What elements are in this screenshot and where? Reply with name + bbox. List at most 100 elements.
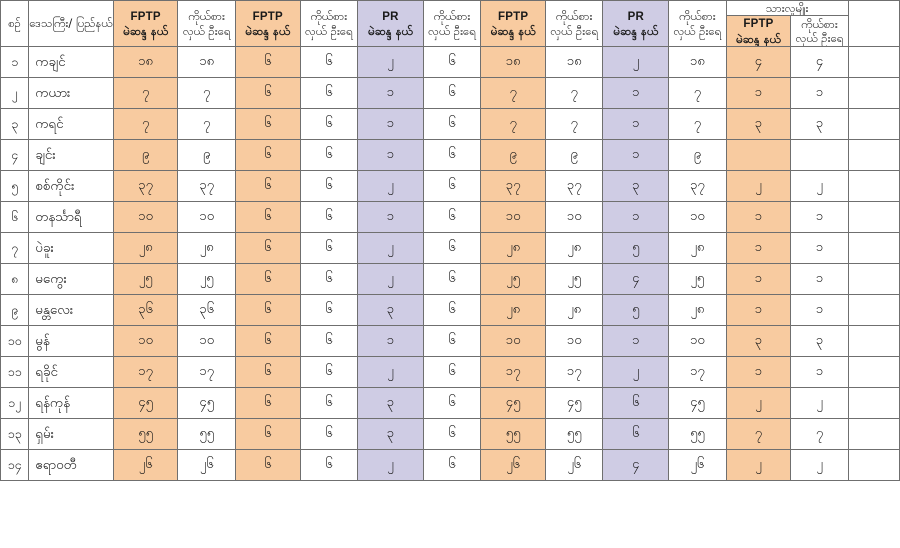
cell-c6_rep — [790, 139, 849, 172]
table-row: ၁၃ ရှမ်း ၅၅ ၅၅၆၆၃၆၅၅ ၅၅၆၅၅၇၇ — [0, 418, 900, 451]
cell-name: ရှမ်း — [28, 418, 114, 451]
cell-c1_rep: ၁၀ — [177, 201, 236, 234]
cell-c2_fptp: ၆ — [234, 139, 301, 172]
table-row: ၉မန္တလေး ၃၆ ၃၆၆၆၃၆၂၈ ၂၈၅၂၈၁၁ — [0, 294, 900, 327]
cell-c4_rep: ၂၆ — [544, 449, 604, 482]
cell-c4_rep: ၄၅ — [544, 387, 604, 420]
table-body: ၁ကချင် ၁၈ ၁၈၆၆၂၆၁၈ ၁၈၂၁၈၄၄၂ကယား၇၇၆၆၁၆၇၇၁၇၁၁… — [0, 46, 900, 482]
cell-c4_fptp: ၅၅ — [480, 418, 546, 451]
cell-idx: ၁ — [0, 46, 30, 79]
cell-c6_rep: ၁ — [790, 263, 849, 296]
cell-c6_rep: ၃ — [790, 325, 849, 358]
cell-c1_rep: ၂၅ — [177, 263, 236, 296]
header-pr-seats-2: PR မဲဆန္ဒ နယ် — [602, 0, 670, 48]
cell-c7_blank — [847, 108, 900, 141]
cell-c7_blank — [847, 294, 900, 327]
cell-name: တနင်္သာရီ — [28, 201, 114, 234]
cell-c1_fptp: ၂၅ — [112, 263, 179, 296]
cell-c6_fptp — [725, 139, 792, 172]
cell-c5_rep: ၅၅ — [668, 418, 727, 451]
cell-c7_blank — [847, 356, 900, 389]
cell-c2_fptp: ၆ — [234, 356, 301, 389]
cell-c1_fptp: ၇ — [112, 108, 179, 141]
cell-c7_blank — [847, 449, 900, 482]
cell-c1_rep: ၁၈ — [177, 46, 236, 79]
cell-c4_fptp: ၇ — [480, 77, 546, 110]
cell-c3_rep: ၆ — [422, 449, 482, 482]
cell-c1_fptp: ၉ — [112, 139, 179, 172]
cell-idx: ၁၂ — [0, 387, 30, 420]
cell-c3_rep: ၆ — [422, 108, 482, 141]
cell-c1_fptp: ၄၅ — [112, 387, 179, 420]
header-representatives-1: ကိုယ်စား လှယ် ဦးရေ — [177, 0, 236, 48]
table-row: ၇ပဲခူး ၂၈ ၂၈၆၆၂၆၂၈ ၂၈၅၂၈၁၁ — [0, 232, 900, 265]
cell-c4_rep: ၂၅ — [544, 263, 604, 296]
cell-c5_rep: ၁၈ — [668, 46, 727, 79]
cell-c7_blank — [847, 387, 900, 420]
cell-c2_rep: ၆ — [299, 356, 359, 389]
cell-idx: ၁၃ — [0, 418, 30, 451]
table-row: ၈မကွေး ၂၅ ၂၅၆၆၂၆၂၅ ၂၅၄၂၅၁၁ — [0, 263, 900, 296]
cell-idx: ၄ — [0, 139, 30, 172]
cell-c1_fptp: ၂၈ — [112, 232, 179, 265]
table-row: ၁၁ ရခိုင် ၁၇ ၁၇၆၆၂၆၁၇ ၁၇၂၁၇၁၁ — [0, 356, 900, 389]
header-pr-seats-1: PR မဲဆန္ဒ နယ် — [357, 0, 424, 48]
cell-c6_fptp: ၂ — [725, 449, 792, 482]
cell-c1_fptp: ၁၇ — [112, 356, 179, 389]
cell-c1_rep: ၃၆ — [177, 294, 236, 327]
cell-c5_pr: ၁ — [602, 108, 670, 141]
header-trailing-blank — [847, 0, 900, 48]
cell-c6_rep: ၂ — [790, 170, 849, 203]
cell-c3_pr: ၂ — [357, 232, 424, 265]
cell-idx: ၃ — [0, 108, 30, 141]
cell-c3_pr: ၃ — [357, 294, 424, 327]
cell-c3_pr: ၁ — [357, 201, 424, 234]
cell-c5_rep: ၂၈ — [668, 294, 727, 327]
cell-c3_pr: ၁ — [357, 77, 424, 110]
cell-c6_fptp: ၁ — [725, 232, 792, 265]
cell-c6_rep: ၁ — [790, 356, 849, 389]
cell-idx: ၈ — [0, 263, 30, 296]
cell-c3_rep: ၆ — [422, 170, 482, 203]
cell-c4_rep: ၃၇ — [544, 170, 604, 203]
cell-c3_rep: ၆ — [422, 325, 482, 358]
cell-c3_rep: ၆ — [422, 232, 482, 265]
cell-idx: ၂ — [0, 77, 30, 110]
cell-c3_pr: ၁ — [357, 325, 424, 358]
header-representatives-2: ကိုယ်စား လှယ် ဦးရေ — [299, 0, 359, 48]
cell-c1_rep: ၅၅ — [177, 418, 236, 451]
cell-c3_pr: ၂ — [357, 449, 424, 482]
cell-c6_rep: ၇ — [790, 418, 849, 451]
cell-c7_blank — [847, 77, 900, 110]
cell-idx: ၇ — [0, 232, 30, 265]
cell-c1_rep: ၁၇ — [177, 356, 236, 389]
cell-c2_rep: ၆ — [299, 108, 359, 141]
header-region: ဒေသကြီး/ ပြည်နယ် — [28, 0, 114, 48]
table-row: ၁၀ မွန် ၁၀ ၁၀၆၆၁၆၁၀ ၁၀၁၁၀၃၃ — [0, 325, 900, 358]
cell-name: မန္တလေး — [28, 294, 114, 327]
cell-c6_rep: ၄ — [790, 46, 849, 79]
cell-c2_rep: ၆ — [299, 77, 359, 110]
cell-c6_fptp: ၁ — [725, 77, 792, 110]
cell-c7_blank — [847, 139, 900, 172]
cell-c4_fptp: ၁၀ — [480, 325, 546, 358]
cell-c3_rep: ၆ — [422, 77, 482, 110]
cell-c4_fptp: ၃၇ — [480, 170, 546, 203]
cell-c4_fptp: ၂၆ — [480, 449, 546, 482]
cell-name: စစ်ကိုင်း — [28, 170, 114, 203]
cell-c6_rep: ၁ — [790, 232, 849, 265]
cell-idx: ၁၀ — [0, 325, 30, 358]
table-row: ၆တနင်္သာရီ ၁၀ ၁၀၆၆၁၆၁၀ ၁၀၁၁၀၁၁ — [0, 201, 900, 234]
cell-c4_fptp: ၂၈ — [480, 294, 546, 327]
cell-name: မကွေး — [28, 263, 114, 296]
cell-c1_fptp: ၇ — [112, 77, 179, 110]
cell-name: ကယား — [28, 77, 114, 110]
table-row: ၄ချင်း၉၉၆၆၁၆၉၉၁၉ — [0, 139, 900, 172]
cell-c3_pr: ၂ — [357, 46, 424, 79]
cell-c5_pr: ၁ — [602, 201, 670, 234]
cell-name: ပဲခူး — [28, 232, 114, 265]
cell-c2_rep: ၆ — [299, 418, 359, 451]
cell-c7_blank — [847, 418, 900, 451]
cell-c6_rep: ၂ — [790, 387, 849, 420]
cell-c5_rep: ၃၇ — [668, 170, 727, 203]
